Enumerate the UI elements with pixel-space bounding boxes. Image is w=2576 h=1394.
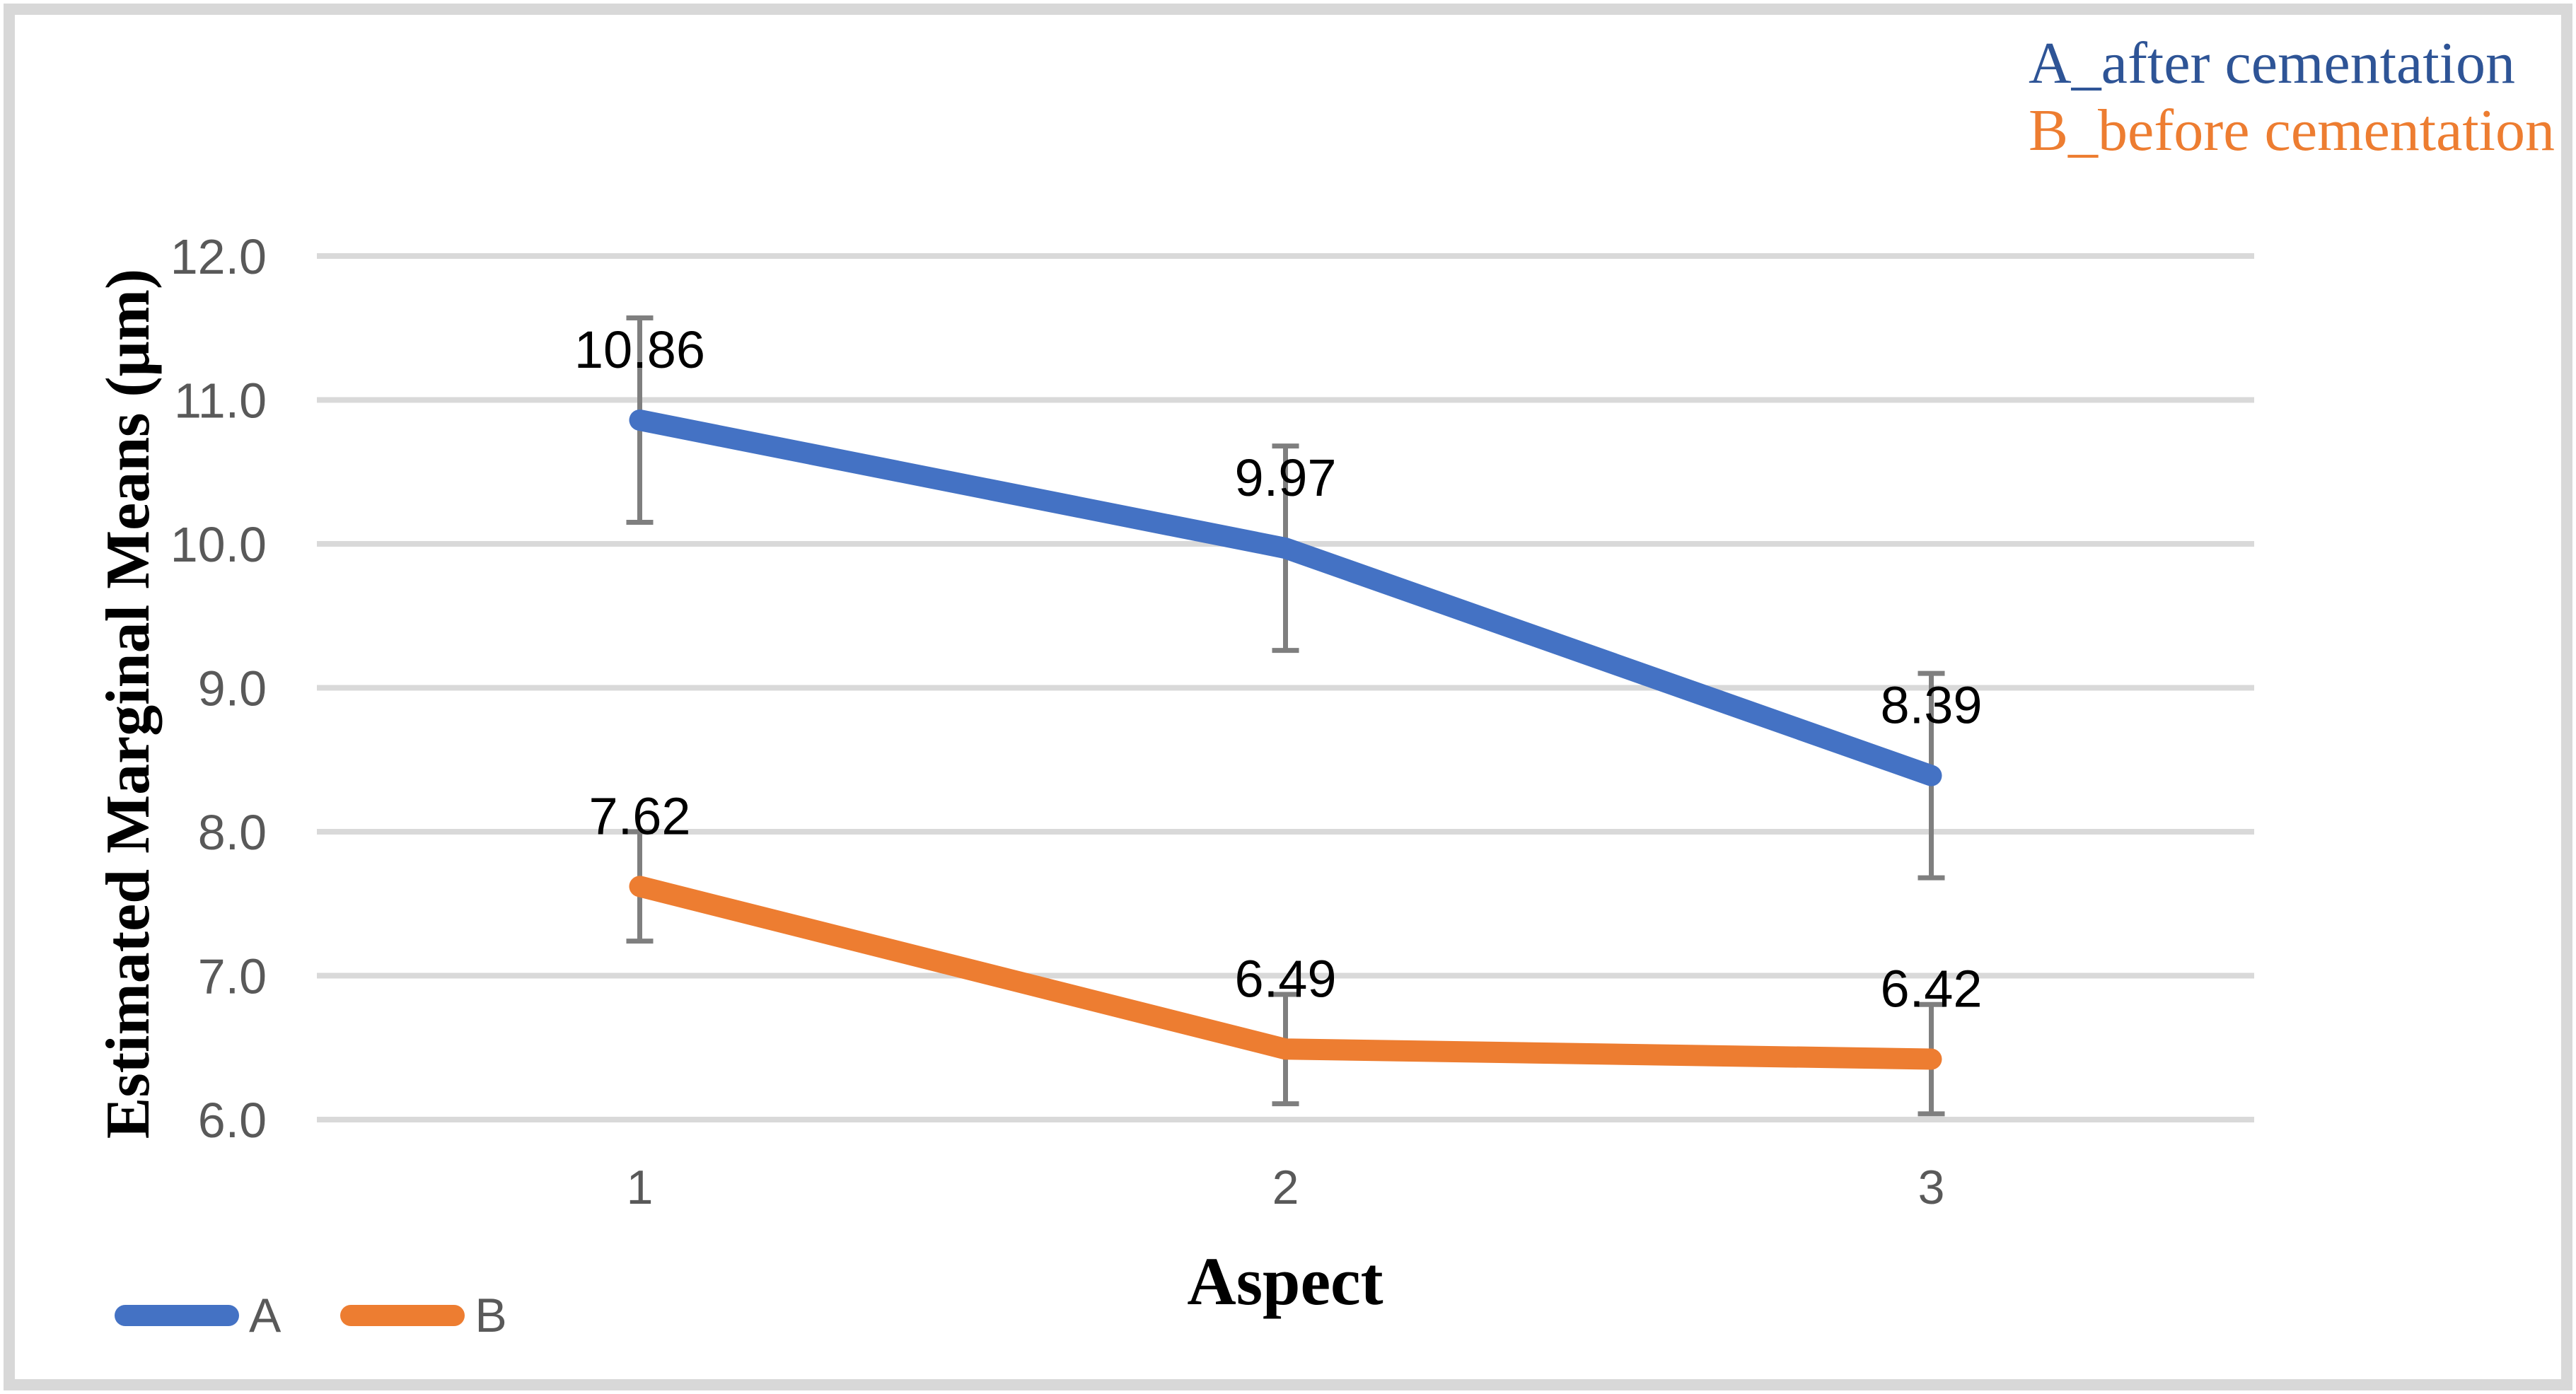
y-tick-label: 7.0 xyxy=(198,949,267,1004)
data-label-b-1: 7.62 xyxy=(588,786,690,845)
legend-entry-series-a: A_after cementation xyxy=(2029,30,2515,96)
series-legend-bottom-left: A B xyxy=(115,1289,507,1342)
x-axis-title: Aspect xyxy=(1187,1243,1383,1319)
data-label-a-2: 9.97 xyxy=(1234,448,1336,507)
y-tick-label: 10.0 xyxy=(170,517,267,572)
data-label-b-3: 6.42 xyxy=(1880,960,1982,1018)
y-tick-label: 12.0 xyxy=(170,229,267,284)
legend-label-series-a: A xyxy=(249,1289,282,1342)
x-tick-label: 1 xyxy=(627,1161,654,1214)
legend-label-series-b: B xyxy=(475,1289,507,1342)
data-label-a-3: 8.39 xyxy=(1880,676,1982,735)
y-tick-label: 8.0 xyxy=(198,805,267,860)
series-a-line-swatch xyxy=(115,1305,239,1326)
legend-item-series-a: A xyxy=(115,1291,281,1340)
y-axis-title: Estimated Marginal Means (μm) xyxy=(94,268,163,1139)
legend-item-series-b: B xyxy=(340,1289,507,1342)
series-b-line-swatch xyxy=(340,1305,465,1326)
series-legend-top-right: A_after cementation B_before cementation xyxy=(2029,30,2555,164)
data-label-a-1: 10.86 xyxy=(574,320,705,379)
data-label-b-2: 6.49 xyxy=(1234,949,1336,1008)
x-tick-label: 3 xyxy=(1918,1161,1945,1214)
y-tick-label: 11.0 xyxy=(174,373,267,429)
series-b-line xyxy=(629,876,1942,1070)
legend-entry-series-b: B_before cementation xyxy=(2029,98,2555,163)
series-a-line xyxy=(629,409,1942,786)
y-tick-label: 6.0 xyxy=(198,1093,267,1148)
x-tick-label: 2 xyxy=(1272,1161,1299,1214)
y-tick-label: 9.0 xyxy=(198,661,267,716)
